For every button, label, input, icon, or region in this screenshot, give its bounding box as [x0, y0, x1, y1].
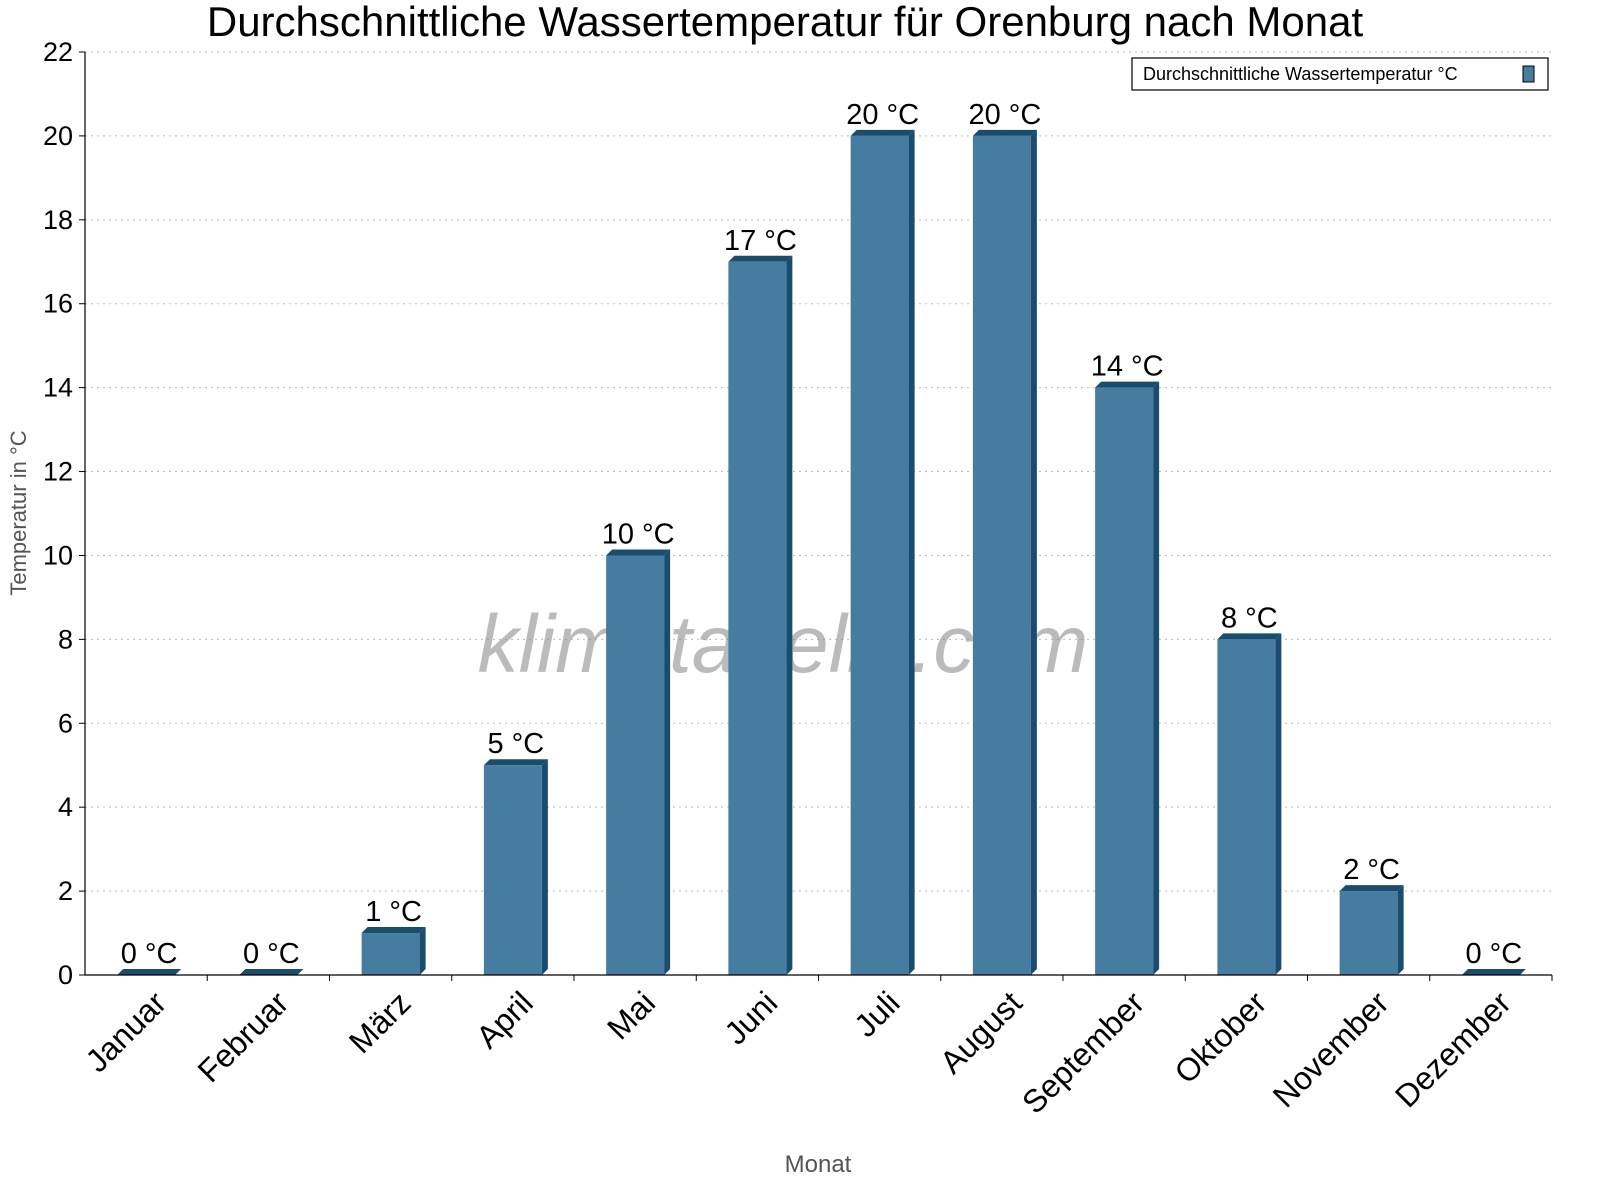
bar — [1339, 885, 1404, 975]
data-label: 8 °C — [1221, 602, 1278, 634]
bar-front — [361, 933, 420, 975]
y-tick-label: 20 — [43, 121, 73, 151]
legend: Durchschnittliche Wassertemperatur °C — [1131, 57, 1549, 91]
bar-front — [483, 765, 542, 975]
x-tick-label: Mai — [600, 984, 662, 1046]
legend-box — [1131, 57, 1549, 91]
legend-label: Durchschnittliche Wassertemperatur °C — [1143, 64, 1458, 84]
bar-front — [972, 135, 1031, 976]
bar-top — [1095, 381, 1160, 388]
y-tick-label: 10 — [43, 540, 73, 570]
bar-top — [1217, 633, 1282, 640]
bar-top — [1461, 969, 1526, 975]
x-tick-label: April — [469, 984, 540, 1055]
bar — [361, 927, 426, 975]
y-tick-label: 4 — [58, 792, 73, 822]
bar-side — [541, 759, 548, 975]
data-label: 5 °C — [488, 728, 545, 760]
bar-side — [1030, 129, 1037, 976]
data-label: 0 °C — [243, 938, 300, 970]
y-tick-label: 2 — [58, 876, 73, 906]
data-label: 1 °C — [365, 896, 422, 928]
bar-front — [1095, 387, 1154, 975]
bar-top — [483, 759, 548, 766]
data-label: 10 °C — [602, 518, 675, 550]
data-label: 20 °C — [846, 99, 919, 131]
x-axis-label: Monat — [785, 1151, 852, 1178]
bar-side — [786, 255, 793, 976]
bar — [1461, 969, 1526, 975]
y-tick-label: 22 — [43, 37, 73, 67]
data-label: 2 °C — [1343, 854, 1400, 886]
x-tick-label: März — [342, 984, 418, 1060]
chart-title: Durchschnittliche Wassertemperatur für O… — [207, 0, 1364, 45]
bar-side — [908, 129, 915, 976]
y-tick-label: 18 — [43, 205, 73, 235]
bar — [1217, 633, 1282, 975]
bar-top — [972, 129, 1037, 136]
bar-side — [1275, 633, 1282, 975]
x-tick-label: September — [1015, 984, 1151, 1120]
bar-front — [728, 261, 787, 976]
bar-side — [1153, 381, 1160, 975]
bar-front — [850, 135, 909, 976]
bar-side — [419, 927, 426, 975]
bar — [239, 969, 304, 975]
bar-side — [1397, 885, 1404, 975]
x-tick-label: Dezember — [1388, 984, 1518, 1114]
bar-top — [850, 129, 915, 136]
bar — [972, 129, 1037, 976]
bar-top — [728, 255, 793, 262]
bar — [1095, 381, 1160, 975]
x-tick-label: Juni — [717, 984, 784, 1051]
legend-swatch — [1522, 65, 1535, 83]
bar — [117, 969, 182, 975]
bar-top — [361, 927, 426, 934]
x-tick-label: Februar — [191, 984, 296, 1089]
bar-top — [606, 549, 671, 556]
y-tick-label: 12 — [43, 457, 73, 487]
x-tick-label: August — [933, 984, 1029, 1080]
data-label: 20 °C — [968, 99, 1041, 131]
bar — [606, 549, 671, 975]
y-axis-label: Temperatur in °C — [6, 430, 31, 595]
y-tick-label: 0 — [58, 960, 73, 990]
x-tick-label: Januar — [78, 984, 173, 1079]
bar-front — [1217, 639, 1276, 975]
bar-top — [239, 969, 304, 975]
data-label: 0 °C — [1466, 938, 1523, 970]
x-tick-label: Juli — [847, 984, 906, 1043]
x-tick-label: November — [1266, 984, 1396, 1114]
y-tick-label: 16 — [43, 289, 73, 319]
bar-side — [664, 549, 671, 975]
bar — [850, 129, 915, 976]
bar — [728, 255, 793, 976]
data-label: 17 °C — [724, 225, 797, 257]
y-tick-label: 14 — [43, 373, 73, 403]
data-label: 0 °C — [121, 938, 178, 970]
bar-front — [1339, 891, 1398, 975]
y-tick-label: 6 — [58, 708, 73, 738]
bar — [483, 759, 548, 975]
x-tick-label: Oktober — [1167, 984, 1273, 1090]
data-label: 14 °C — [1091, 351, 1164, 383]
y-tick-label: 8 — [58, 624, 73, 654]
bar-top — [117, 969, 182, 975]
bar-front — [606, 555, 665, 975]
bar-top — [1339, 885, 1404, 892]
